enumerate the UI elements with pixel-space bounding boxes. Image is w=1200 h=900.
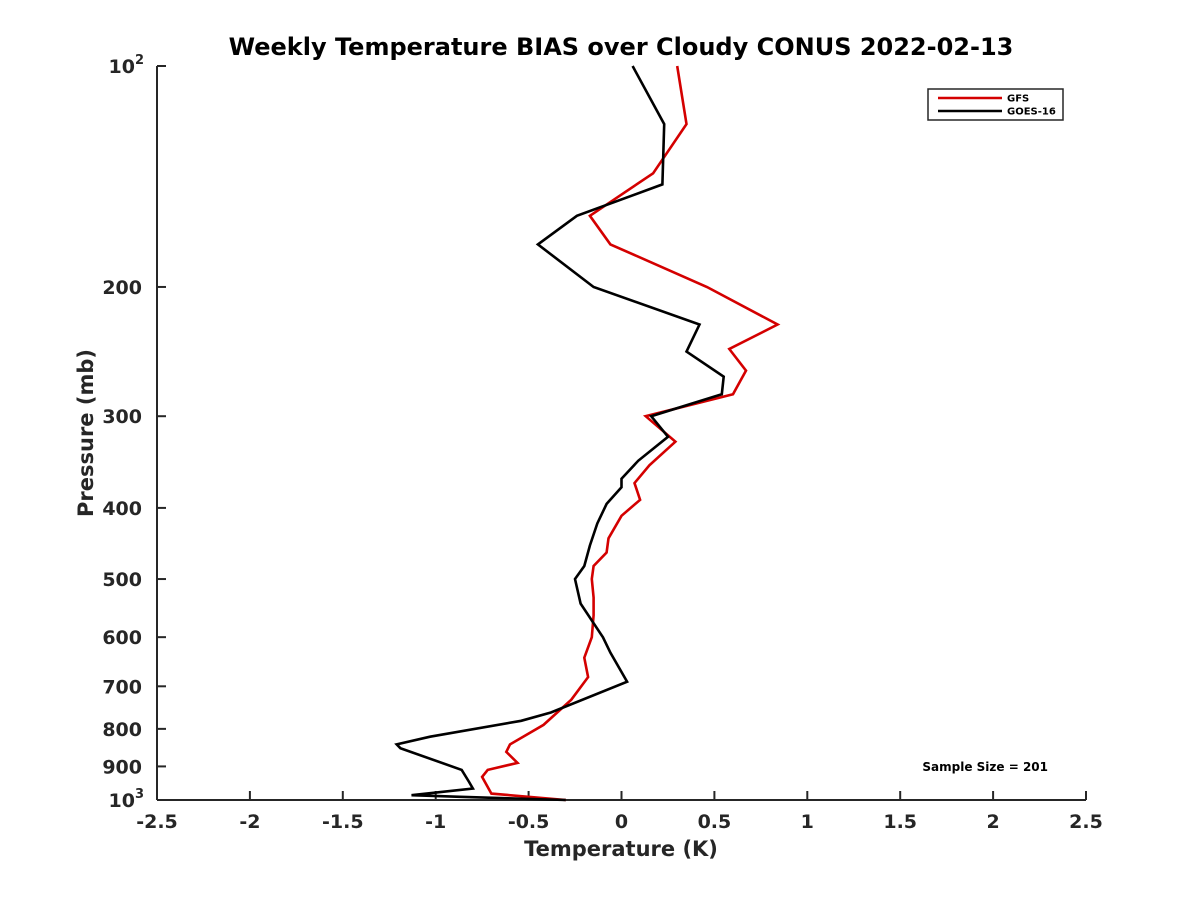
y-ticks: 102 200 300 400 500 600 700 800 900 103 [102, 53, 166, 812]
series-line-gfs [480, 65, 781, 802]
y-tick-label: 400 [102, 498, 142, 520]
x-axis-label: Temperature (K) [524, 837, 718, 861]
y-tick-label: 102 [109, 53, 145, 78]
y-axis-label: Pressure (mb) [74, 349, 98, 517]
sample-size-annotation: Sample Size = 201 [922, 760, 1048, 774]
chart-title: Weekly Temperature BIAS over Cloudy CONU… [229, 33, 1014, 61]
legend-label: GFS [1007, 94, 1029, 105]
x-tick-label: 2 [986, 811, 999, 833]
y-tick-label: 300 [102, 406, 142, 428]
y-tick-label: 800 [102, 719, 142, 741]
y-tick-label: 200 [102, 277, 142, 299]
y-tick-label: 900 [102, 756, 142, 778]
x-tick-label: 0 [615, 811, 628, 833]
x-ticks: -2.5 -2 -1.5 -1 -0.5 0 0.5 1 1.5 2 2.5 [136, 791, 1103, 833]
series-line-goes-16 [394, 65, 726, 802]
x-tick-label: 2.5 [1069, 811, 1103, 833]
x-tick-label: -1 [425, 811, 446, 833]
x-tick-label: 1 [801, 811, 814, 833]
legend-label: GOES-16 [1007, 107, 1056, 118]
x-tick-label: -2.5 [136, 811, 178, 833]
series-layer [394, 65, 781, 802]
legend-box [927, 88, 1064, 121]
plot-area [156, 66, 1086, 801]
x-tick-label: -0.5 [508, 811, 550, 833]
x-tick-label: -2 [239, 811, 260, 833]
legend: GFS GOES-16 [927, 88, 1064, 121]
x-tick-label: 0.5 [698, 811, 732, 833]
x-tick-label: -1.5 [322, 811, 364, 833]
y-tick-label: 103 [109, 787, 145, 812]
x-tick-label: 1.5 [883, 811, 917, 833]
y-tick-label: 700 [102, 676, 142, 698]
y-tick-label: 600 [102, 627, 142, 649]
y-tick-label: 500 [102, 569, 142, 591]
